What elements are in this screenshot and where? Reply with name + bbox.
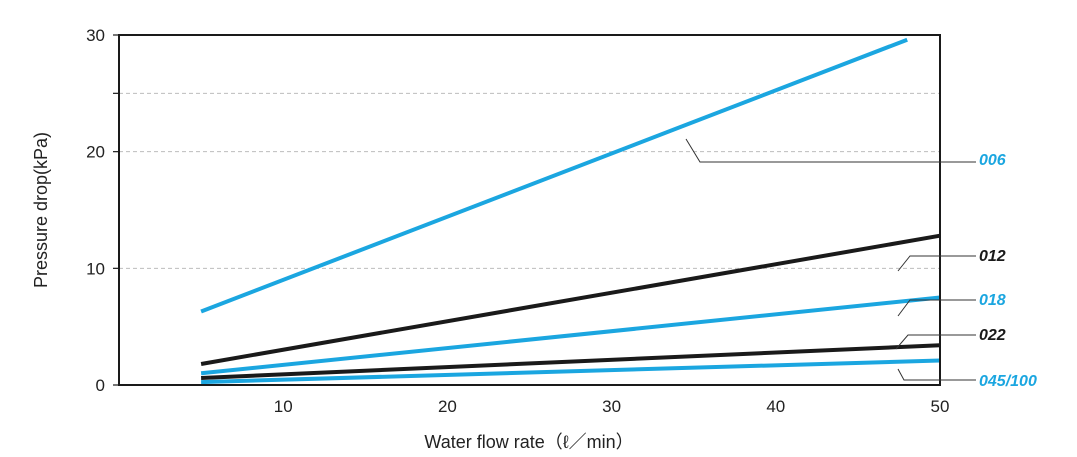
series-label-012: 012	[979, 248, 1006, 265]
series-leaders: 006 012 018 022 045/100	[685, 138, 1037, 390]
series-lines	[200, 37, 941, 385]
series-line-022	[201, 343, 941, 380]
x-tick-label-40: 40	[766, 397, 785, 416]
series-label-045-100: 045/100	[979, 373, 1037, 390]
series-label-018: 018	[979, 292, 1006, 309]
series-label-022: 022	[979, 327, 1006, 344]
y-tick-label-0: 0	[96, 376, 105, 395]
x-tick-label-30: 30	[602, 397, 621, 416]
plot-frame	[118, 34, 941, 386]
y-axis-label: Pressure drop(kPa)	[31, 132, 51, 288]
series-line-006	[200, 37, 908, 314]
x-tick-label-20: 20	[438, 397, 457, 416]
leader-line-012	[897, 255, 976, 272]
series-line-012	[200, 233, 941, 366]
leader-line-006	[685, 138, 976, 163]
series-line-018	[200, 295, 941, 376]
series-line-045-100	[201, 358, 941, 385]
y-tick-label-10: 10	[86, 259, 105, 278]
leader-line-022	[895, 334, 976, 350]
x-tick-label-10: 10	[274, 397, 293, 416]
series-label-006: 006	[979, 152, 1006, 169]
grid-lines	[119, 92, 940, 269]
leader-line-045-100	[897, 368, 976, 381]
y-tick-label-20: 20	[86, 143, 105, 162]
y-tick-label-30: 30	[86, 26, 105, 45]
axis-ticks: 0 10 20 30 10 20 30 40 50	[86, 26, 949, 416]
x-axis-label: Water flow rate（ℓ／min）	[424, 432, 633, 452]
leader-line-018	[897, 299, 976, 317]
x-tick-label-50: 50	[931, 397, 950, 416]
